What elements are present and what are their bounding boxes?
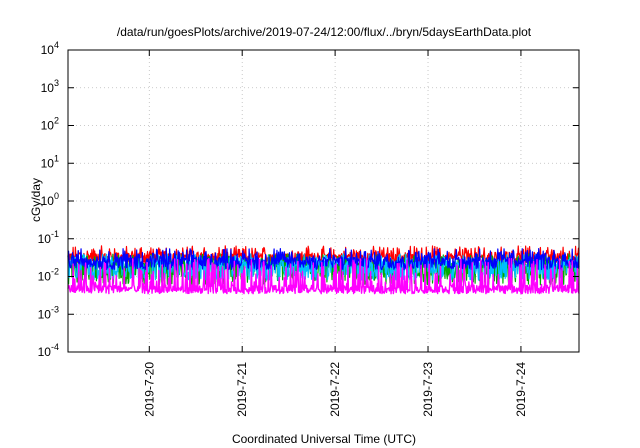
- series-line-4: [67, 248, 580, 271]
- y-tick-label: 10-3: [38, 304, 59, 321]
- y-tick-label: 10-4: [38, 342, 59, 359]
- series-line-5: [67, 257, 580, 295]
- y-tick-label: 10-1: [38, 229, 59, 246]
- y-tick-label: 100: [41, 191, 59, 208]
- x-tick-label: 2019-7-21: [235, 362, 249, 417]
- y-tick-label: 102: [41, 116, 59, 133]
- x-ticks: 2019-7-20 2019-7-21 2019-7-22 2019-7-23 2019…: [142, 50, 528, 417]
- series-group: [67, 245, 580, 295]
- x-tick-label: 2019-7-22: [328, 362, 342, 417]
- y-tick-label: 104: [41, 40, 59, 57]
- chart-title: /data/run/goesPlots/archive/2019-07-24/1…: [117, 25, 532, 39]
- x-tick-label: 2019-7-23: [421, 362, 435, 417]
- x-axis-label: Coordinated Universal Time (UTC): [232, 432, 416, 446]
- y-tick-label: 101: [41, 153, 59, 170]
- y-ticks: 10-4 10-3 10-2 10-1 100 101 102 103 104: [38, 40, 579, 359]
- x-tick-label: 2019-7-24: [514, 362, 528, 417]
- y-tick-label: 10-2: [38, 267, 59, 284]
- y-axis-label: cGy/day: [29, 178, 43, 222]
- grid-lines: [68, 49, 579, 353]
- x-tick-label: 2019-7-20: [142, 362, 156, 417]
- y-tick-label: 103: [41, 78, 59, 95]
